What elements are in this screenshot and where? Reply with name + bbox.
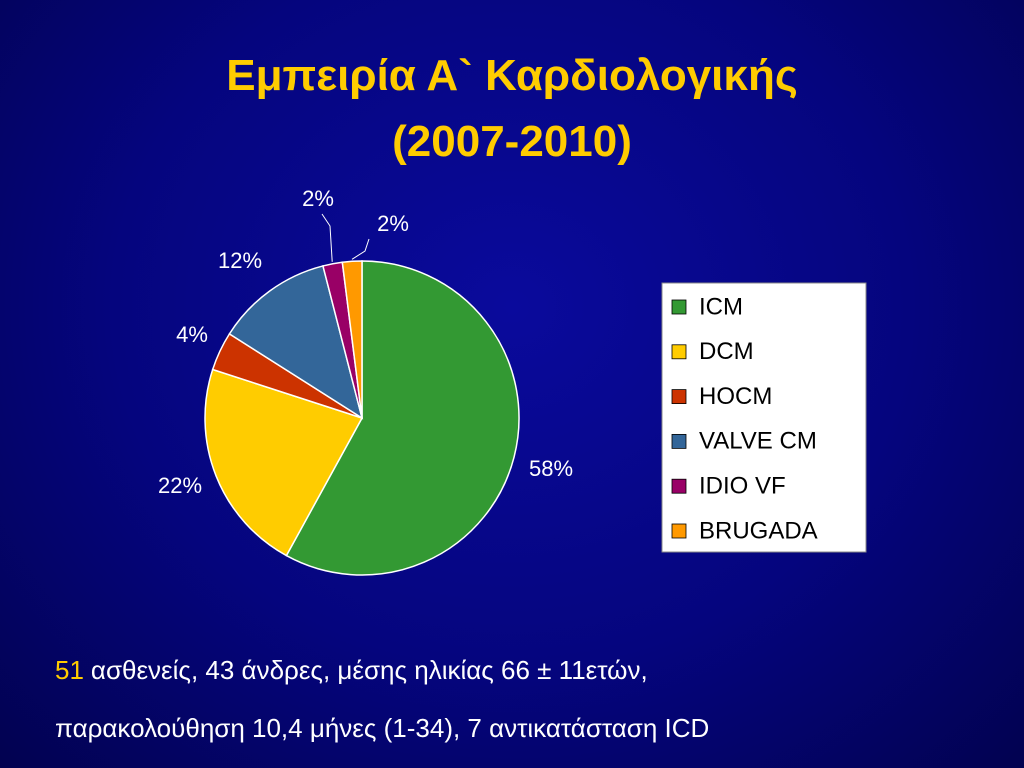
legend-swatch — [671, 523, 687, 539]
data-label: 58% — [529, 456, 573, 481]
legend-swatch — [671, 344, 687, 360]
data-label: 12% — [218, 248, 262, 273]
title-line: Εμπειρία Α` Καρδιολογικής — [226, 51, 797, 100]
legend-label: HOCM — [699, 383, 772, 410]
legend-label: BRUGADA — [699, 517, 818, 544]
footnote-line: παρακολούθηση 10,4 μήνες (1-34), 7 αντικ… — [55, 713, 710, 743]
title-line: (2007-2010) — [392, 117, 632, 166]
leader-line — [351, 238, 370, 260]
footnote-line: 51 ασθενείς, 43 άνδρες, μέσης ηλικίας 66 … — [55, 655, 648, 686]
highlight: 51 — [55, 655, 84, 685]
legend-swatch — [671, 478, 687, 494]
legend-label: IDIO VF — [699, 473, 786, 500]
pie-slice — [285, 260, 520, 576]
data-label: 22% — [158, 473, 202, 498]
footnote-text: ασθενείς, 43 άνδρες, μέσης ηλικίας 66 ± … — [90, 655, 648, 685]
leader-line — [321, 213, 333, 262]
pie-slice — [204, 368, 364, 557]
legend-label: VALVE CM — [699, 428, 817, 455]
legend-label: DCM — [699, 338, 754, 365]
legend-box — [661, 282, 867, 553]
data-label: 4% — [176, 322, 208, 347]
legend-swatch — [671, 433, 687, 449]
legend-label: ICM — [699, 293, 743, 320]
pie-slice — [228, 265, 364, 420]
data-label: 2% — [377, 211, 409, 236]
data-label: 2% — [302, 186, 334, 211]
legend-swatch — [671, 299, 687, 315]
legend-swatch — [671, 389, 687, 405]
pie-slice — [341, 260, 363, 419]
